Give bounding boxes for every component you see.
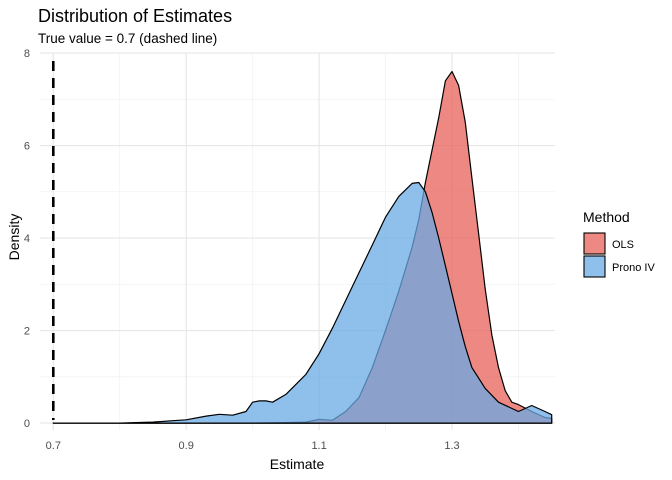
- x-tick-labels: 0.7 0.9 1.1 1.3: [46, 440, 460, 452]
- legend-title: Method: [583, 209, 630, 225]
- legend-label-ols: OLS: [612, 239, 634, 251]
- y-tick-label: 0: [24, 418, 30, 430]
- chart-title: Distribution of Estimates: [38, 6, 232, 26]
- x-tick-label: 0.7: [46, 440, 61, 452]
- x-axis-title: Estimate: [270, 456, 325, 472]
- y-tick-label: 8: [24, 48, 30, 60]
- density-areas: [52, 70, 553, 424]
- y-axis-title: Density: [6, 214, 22, 261]
- x-tick-label: 0.9: [179, 440, 194, 452]
- legend-swatch-ols: [583, 232, 606, 255]
- legend-label-prono-iv: Prono IV: [612, 262, 655, 274]
- y-tick-labels: 0 2 4 6 8: [24, 48, 30, 430]
- legend: Method OLS Prono IV: [583, 209, 655, 278]
- legend-swatch-prono-iv: [583, 255, 606, 278]
- density-area-ols: [52, 70, 553, 424]
- chart-subtitle: True value = 0.7 (dashed line): [38, 31, 217, 46]
- y-tick-label: 4: [24, 233, 30, 245]
- density-area-prono-iv: [52, 181, 553, 424]
- x-tick-label: 1.1: [311, 440, 326, 452]
- minor-gridlines: [40, 53, 555, 430]
- y-tick-label: 6: [24, 141, 30, 153]
- y-tick-label: 2: [24, 326, 30, 338]
- x-tick-label: 1.3: [444, 440, 459, 452]
- legend-items: OLS Prono IV: [583, 232, 655, 278]
